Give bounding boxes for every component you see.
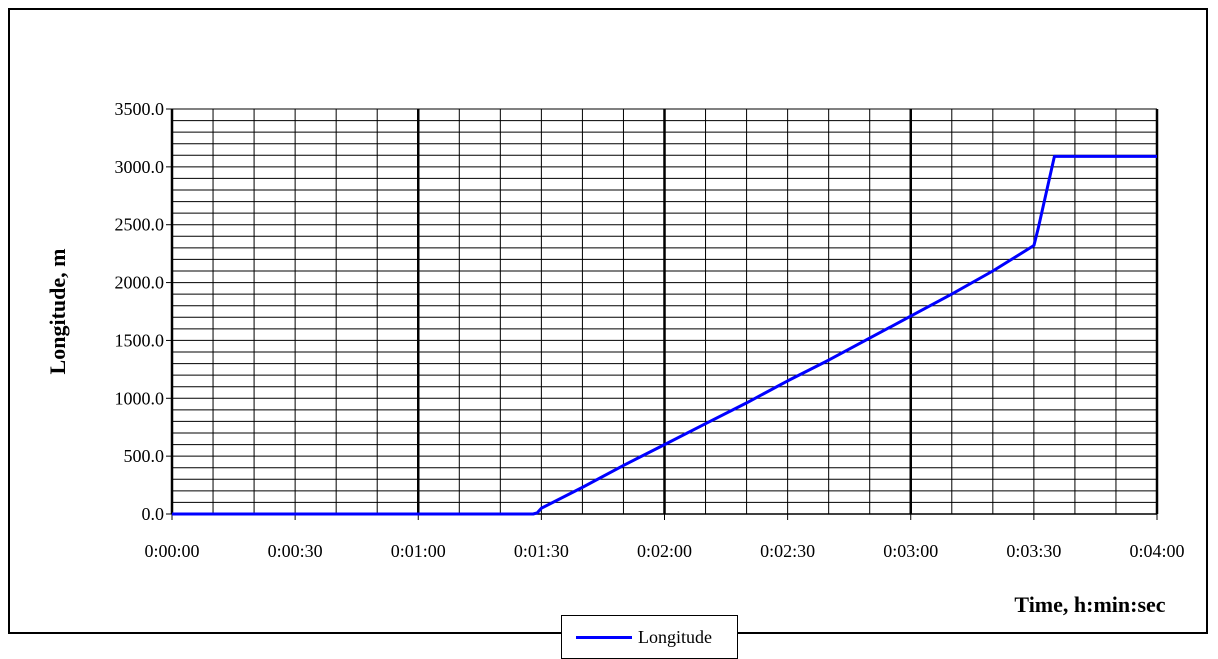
y-axis-label: Longitude, m xyxy=(45,249,70,375)
legend: Longitude xyxy=(561,615,738,659)
x-tick-label: 0:03:30 xyxy=(1006,541,1061,561)
x-axis-label: Time, h:min:sec xyxy=(1014,592,1165,617)
y-tick-label: 2000.0 xyxy=(115,273,165,293)
x-tick-label: 0:03:00 xyxy=(883,541,938,561)
x-tick-label: 0:01:30 xyxy=(514,541,569,561)
series-layer xyxy=(172,154,1157,516)
legend-line-swatch xyxy=(576,635,632,639)
longitude-chart: 0.0 500.0 1000.0 1500.0 2000.0 2500.0 3000.0 35… xyxy=(45,99,1185,617)
x-tick-labels: 0:00:00 0:00:30 0:01:00 0:01:30 0:02:00 0:02:… xyxy=(144,514,1185,561)
y-tick-label: 0.0 xyxy=(142,504,165,524)
x-tick-label: 0:00:30 xyxy=(268,541,323,561)
y-tick-label: 2500.0 xyxy=(115,215,165,235)
series-line-longitude xyxy=(172,154,1157,516)
major-gridlines xyxy=(170,109,1159,515)
chart-frame xyxy=(8,8,1208,634)
x-tick-label: 0:01:00 xyxy=(391,541,446,561)
y-tick-label: 1500.0 xyxy=(115,330,165,350)
x-tick-label: 0:02:30 xyxy=(760,541,815,561)
legend-label-longitude: Longitude xyxy=(638,626,712,647)
y-tick-label: 3500.0 xyxy=(115,99,165,119)
y-tick-label: 500.0 xyxy=(124,446,165,466)
y-tick-label: 1000.0 xyxy=(115,388,165,408)
x-tick-label: 0:02:00 xyxy=(637,541,692,561)
y-tick-labels: 0.0 500.0 1000.0 1500.0 2000.0 2500.0 3000.0 35… xyxy=(115,99,172,524)
x-tick-label: 0:00:00 xyxy=(144,541,199,561)
x-tick-label: 0:04:00 xyxy=(1129,541,1184,561)
y-tick-label: 3000.0 xyxy=(115,157,165,177)
